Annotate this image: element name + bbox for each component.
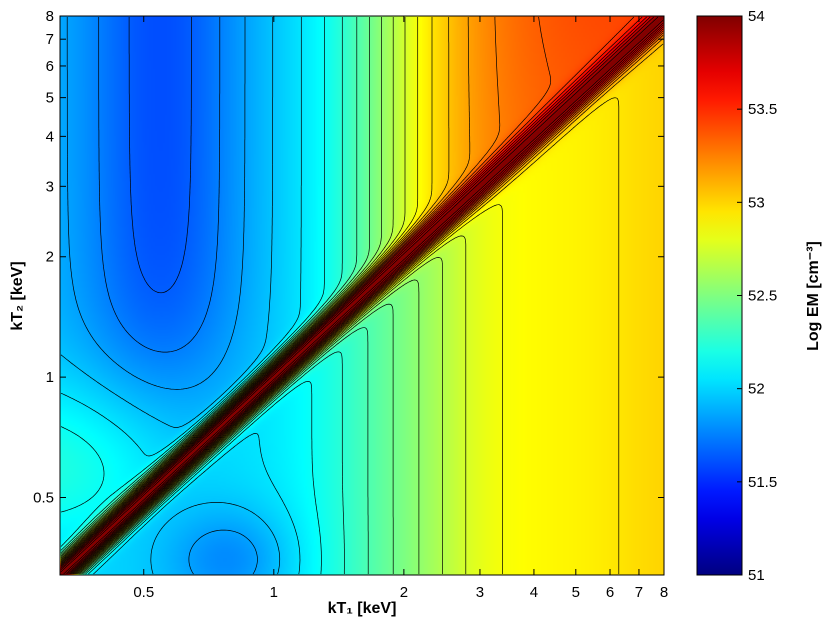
contour-line (60, 17, 420, 575)
x-tick-label: 7 (635, 584, 643, 601)
colorbar-ticks: 51 51.5 52 52.5 53 53.5 54 (737, 8, 777, 584)
colorbar-tick-label: 51.5 (748, 474, 777, 491)
x-tick-label: 8 (660, 584, 668, 601)
y-tick-label: 6 (46, 58, 54, 75)
colorbar-tick-label: 53 (748, 194, 765, 211)
contour-line (98, 17, 221, 353)
contour-line (60, 17, 620, 575)
contour-line (60, 17, 503, 575)
y-tick-label: 1 (46, 369, 54, 386)
colorbar-label: Log EM [cm⁻³] (805, 241, 822, 351)
contour-line (60, 17, 664, 575)
contour-line (60, 16, 664, 575)
colorbar-tick-label: 52.5 (748, 288, 777, 305)
colorbar-tick-label: 54 (748, 8, 765, 25)
y-tick-label: 3 (46, 178, 54, 195)
contour-line (60, 16, 664, 575)
colorbar-gradient (697, 16, 742, 575)
contour-line (60, 16, 664, 575)
x-tick-label: 2 (400, 584, 408, 601)
y-tick-label: 4 (46, 128, 54, 145)
colorbar-tick-label: 53.5 (748, 101, 777, 118)
contour-line (60, 16, 664, 575)
y-axis-ticks: 0.5 1 2 3 4 5 6 7 8 (33, 8, 664, 506)
colorbar-tick-label: 51 (748, 567, 765, 584)
y-axis-label: kT₂ [keV] (9, 261, 26, 330)
contour-line (60, 16, 664, 575)
x-tick-label: 3 (476, 584, 484, 601)
x-axis-ticks: 0.5 1 2 3 4 5 6 7 8 (133, 16, 668, 601)
x-tick-label: 4 (530, 584, 538, 601)
x-tick-label: 5 (572, 584, 580, 601)
contour-line (60, 17, 394, 575)
contour-line (60, 17, 664, 575)
contour-line (60, 17, 369, 575)
contour-line (60, 16, 664, 575)
contour-line (60, 17, 467, 575)
y-tick-label: 2 (46, 249, 54, 266)
y-tick-label: 0.5 (33, 489, 54, 506)
contour-lines (60, 16, 664, 575)
plot-frame (59, 15, 665, 576)
x-tick-label: 0.5 (133, 584, 154, 601)
contour-line (66, 17, 258, 575)
contour-line (60, 17, 345, 575)
y-tick-label: 5 (46, 90, 54, 107)
colorbar-tick-label: 52 (748, 381, 765, 398)
contour-line (60, 17, 302, 575)
contour-line (60, 16, 664, 575)
contour-line (60, 17, 664, 575)
y-tick-label: 7 (46, 31, 54, 48)
contour-line (128, 17, 192, 294)
contour-image (60, 16, 664, 575)
colorbar: 51 51.5 52 52.5 53 53.5 54 (696, 8, 777, 584)
x-tick-label: 6 (606, 584, 614, 601)
contour-line (60, 17, 443, 575)
y-tick-label: 8 (46, 8, 54, 25)
x-tick-label: 1 (270, 584, 278, 601)
x-axis-label: kT₁ [keV] (328, 600, 397, 617)
contour-line (60, 17, 325, 575)
contour-line (60, 17, 281, 575)
